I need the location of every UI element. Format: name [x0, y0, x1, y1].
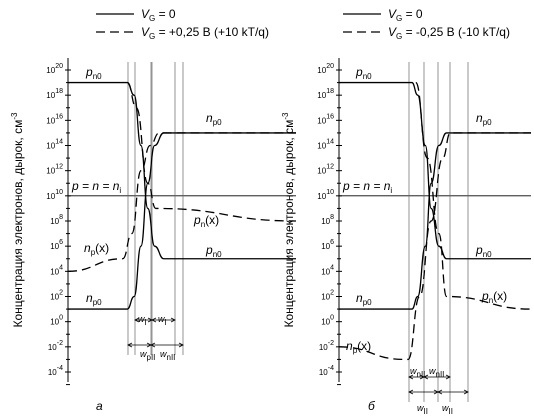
- arrow-head: [437, 389, 443, 395]
- series-npx: [338, 132, 531, 361]
- y-tick-label: 1010: [46, 189, 63, 201]
- y-tick-label: 1010: [317, 189, 334, 201]
- arrow-head: [151, 317, 157, 323]
- series-np0: [338, 132, 531, 310]
- curve-label-pn: pn(x): [193, 213, 219, 229]
- y-axis-label-b: Концентрация электронов, дырок, см-3: [281, 112, 296, 328]
- curve-label-np0: np0: [206, 111, 222, 127]
- y-tick-label: 1020: [46, 63, 63, 75]
- arrow-head: [127, 342, 133, 348]
- y-tick-label: 104: [321, 264, 334, 276]
- legend-solid-label: VG = 0: [141, 7, 176, 23]
- y-tick-label: 10-2: [48, 340, 63, 352]
- width-label-I: wI: [138, 314, 147, 327]
- curve-label-pn0: pn0: [355, 65, 372, 81]
- y-tick-label: 102: [50, 290, 63, 302]
- curve-label-np: np(x): [346, 339, 371, 355]
- arrow-head: [134, 317, 140, 323]
- y-tick-label: 1014: [317, 139, 334, 151]
- y-tick-label: 1012: [317, 164, 334, 176]
- y-tick-label: 10-4: [319, 365, 334, 377]
- curve-label-pn0: pn0: [475, 243, 492, 259]
- panel-label: а: [96, 399, 103, 413]
- width-label-nII: wnII: [410, 366, 425, 379]
- legend-right: VG = 0 VG = -0,25 В (-10 kT/q): [343, 7, 510, 41]
- series-pnx: [415, 81, 532, 310]
- legend-solid-label: VG = 0: [388, 7, 423, 23]
- y-tick-label: 1018: [46, 88, 63, 100]
- curve-label-pn0: pn0: [205, 243, 222, 259]
- width-label-II: wII: [442, 403, 453, 416]
- intrinsic-label: p = n = ni: [342, 179, 392, 195]
- y-tick-label: 10-4: [48, 365, 63, 377]
- arrow-head: [170, 317, 176, 323]
- arrow-head: [463, 389, 469, 395]
- arrow-head: [445, 374, 451, 380]
- y-tick-label: 1014: [46, 139, 63, 151]
- y-tick-label: 106: [50, 239, 63, 251]
- y-tick-label: 108: [50, 214, 63, 226]
- y-tick-label: 108: [321, 214, 334, 226]
- curve-label-np: np(x): [84, 241, 109, 257]
- curve-label-np0: np0: [86, 291, 102, 307]
- chart-panel-0: p = n = ni а: [65, 58, 297, 413]
- width-label-II: wII: [417, 403, 428, 416]
- series-pn0: [339, 81, 531, 260]
- curve-label-pn: pn(x): [481, 289, 507, 305]
- arrow-head: [423, 374, 429, 380]
- series-pn0: [68, 81, 296, 260]
- y-tick-label: 10-2: [319, 340, 334, 352]
- legend-left: VG = 0 VG = +0,25 В (+10 kT/q): [96, 7, 269, 41]
- legend-dashed-label: VG = +0,25 В (+10 kT/q): [141, 25, 269, 41]
- y-tick-label: 1012: [46, 164, 63, 176]
- arrow-head: [150, 342, 156, 348]
- y-tick-label: 104: [50, 264, 63, 276]
- arrow-head: [408, 374, 414, 380]
- chart-panel-1: p = n = ni б: [336, 58, 532, 413]
- y-tick-label: 100: [50, 315, 63, 327]
- y-tick-label: 1016: [317, 113, 334, 125]
- intrinsic-label: p = n = ni: [71, 179, 121, 195]
- legend-dashed-label: VG = -0,25 В (-10 kT/q): [388, 25, 510, 41]
- y-tick-label: 1016: [46, 113, 63, 125]
- panel-label: б: [368, 399, 376, 413]
- series-pnx: [126, 81, 297, 222]
- series-np0: [67, 132, 296, 310]
- y-tick-label: 102: [321, 290, 334, 302]
- arrow-head: [408, 389, 414, 395]
- width-label-I: wI: [158, 314, 167, 327]
- y-tick-label: 100: [321, 315, 334, 327]
- y-axis-label-a: Концентрация электронов, дырок, см-3: [10, 112, 25, 328]
- y-tick-label: 106: [321, 239, 334, 251]
- curve-label-np0: np0: [476, 111, 492, 127]
- y-tick-label: 1018: [317, 88, 334, 100]
- width-label-nII: wnII: [160, 349, 175, 362]
- arrow-head: [178, 342, 184, 348]
- curve-label-np0: np0: [356, 291, 372, 307]
- width-label-nII: wnII: [429, 366, 444, 379]
- y-tick-label: 1020: [317, 63, 334, 75]
- width-label-pII: wpII: [140, 349, 155, 362]
- curve-label-pn0: pn0: [85, 65, 102, 81]
- series-npx: [67, 132, 296, 272]
